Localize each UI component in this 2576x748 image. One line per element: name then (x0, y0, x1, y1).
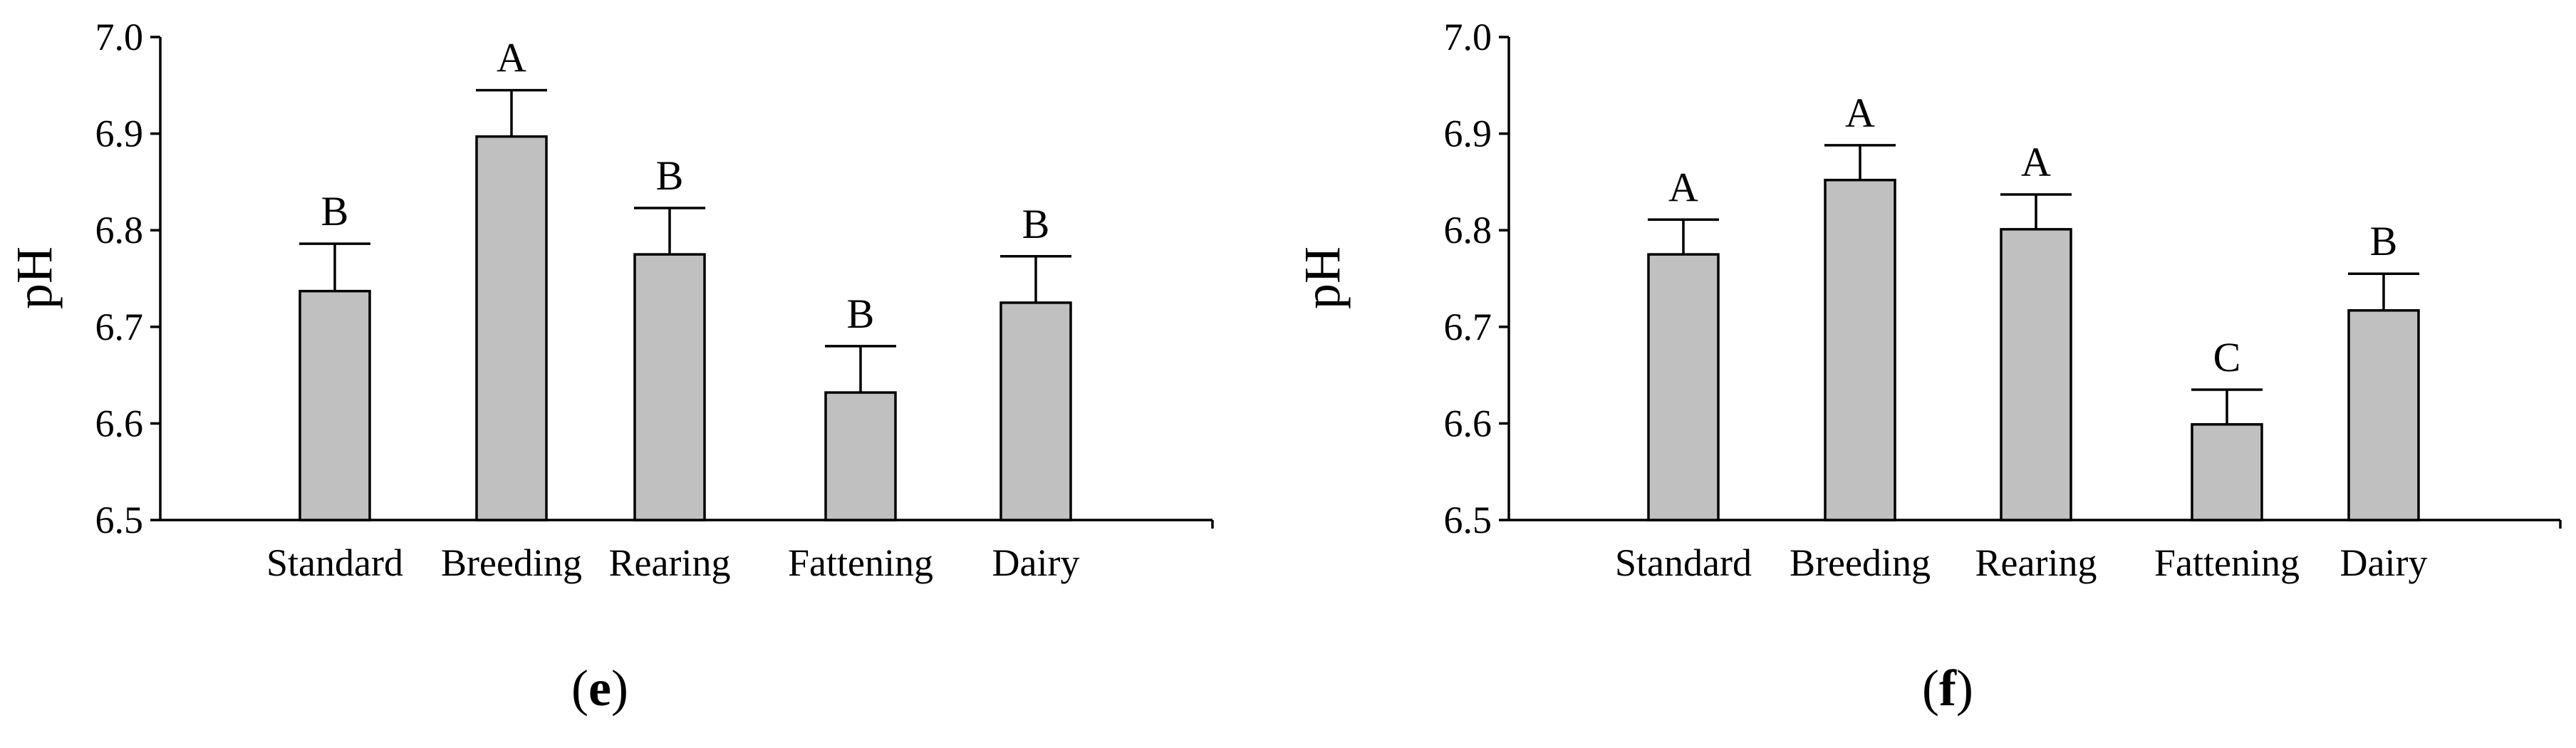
significance-label: B (1022, 201, 1050, 247)
bar-standard (1647, 253, 1720, 521)
y-tick-label: 6.6 (1444, 402, 1492, 445)
significance-label: B (656, 152, 684, 199)
bar-breeding (475, 135, 548, 521)
y-axis-title: pH (6, 246, 63, 309)
y-tick-label: 6.8 (95, 209, 144, 251)
category-label-standard: Standard (266, 541, 403, 584)
y-tick-label: 6.7 (1444, 306, 1492, 348)
bar-fattening (824, 391, 897, 521)
significance-label: A (1668, 164, 1698, 210)
y-tick-label: 7.0 (1444, 16, 1492, 58)
bar-dairy (2347, 308, 2420, 521)
bar-dairy (999, 301, 1072, 521)
category-label-fattening: Fattening (788, 541, 933, 584)
significance-label: B (321, 188, 349, 234)
significance-label: A (1845, 90, 1875, 136)
bar-rearing (2000, 228, 2072, 521)
bar-chart-f: pH A A A C B 6.5 6.6 6.7 6.8 6.9 7.0 Standard Bree… (1294, 16, 2562, 717)
significance-label: B (2370, 218, 2398, 264)
significance-label: B (847, 291, 875, 337)
category-label-fattening: Fattening (2154, 541, 2300, 584)
y-axis-title: pH (1294, 246, 1351, 309)
panel-letter: e (588, 660, 611, 717)
y-tick-label: 7.0 (95, 16, 144, 58)
category-label-standard: Standard (1615, 541, 1752, 584)
significance-label: A (2021, 139, 2051, 185)
panel-label-e: (e) (571, 660, 628, 717)
bar-chart-e: pH B A B B B 6.5 6.6 6.7 6.8 6.9 7.0 Standard Bree… (6, 16, 1214, 717)
y-tick-label: 6.5 (1444, 499, 1492, 541)
chart-panel-e: pH B A B B B 6.5 6.6 6.7 6.8 6.9 7.0 Standard Bree… (6, 16, 1214, 717)
bar-rearing (633, 253, 706, 521)
significance-label: C (2213, 334, 2241, 380)
y-tick-label: 6.6 (95, 402, 144, 445)
bar-fattening (2191, 423, 2263, 521)
bar-breeding (1824, 178, 1896, 521)
significance-label: A (497, 35, 526, 81)
y-tick-label: 6.5 (95, 499, 144, 541)
chart-panel-f: pH A A A C B 6.5 6.6 6.7 6.8 6.9 7.0 Standard Bree… (1288, 0, 2576, 748)
category-label-rearing: Rearing (1975, 541, 2097, 584)
y-tick-label: 6.7 (95, 306, 144, 348)
y-tick-label: 6.9 (95, 113, 144, 155)
y-tick-label: 6.9 (1444, 113, 1492, 155)
category-label-dairy: Dairy (992, 541, 1080, 584)
bar-standard (298, 289, 371, 521)
category-label-breeding: Breeding (441, 541, 582, 584)
category-label-dairy: Dairy (2340, 541, 2428, 584)
panel-letter: f (1939, 660, 1957, 717)
category-label-breeding: Breeding (1790, 541, 1931, 584)
y-tick-label: 6.8 (1444, 209, 1492, 251)
category-label-rearing: Rearing (609, 541, 731, 584)
panel-label-f: (f) (1922, 660, 1973, 717)
